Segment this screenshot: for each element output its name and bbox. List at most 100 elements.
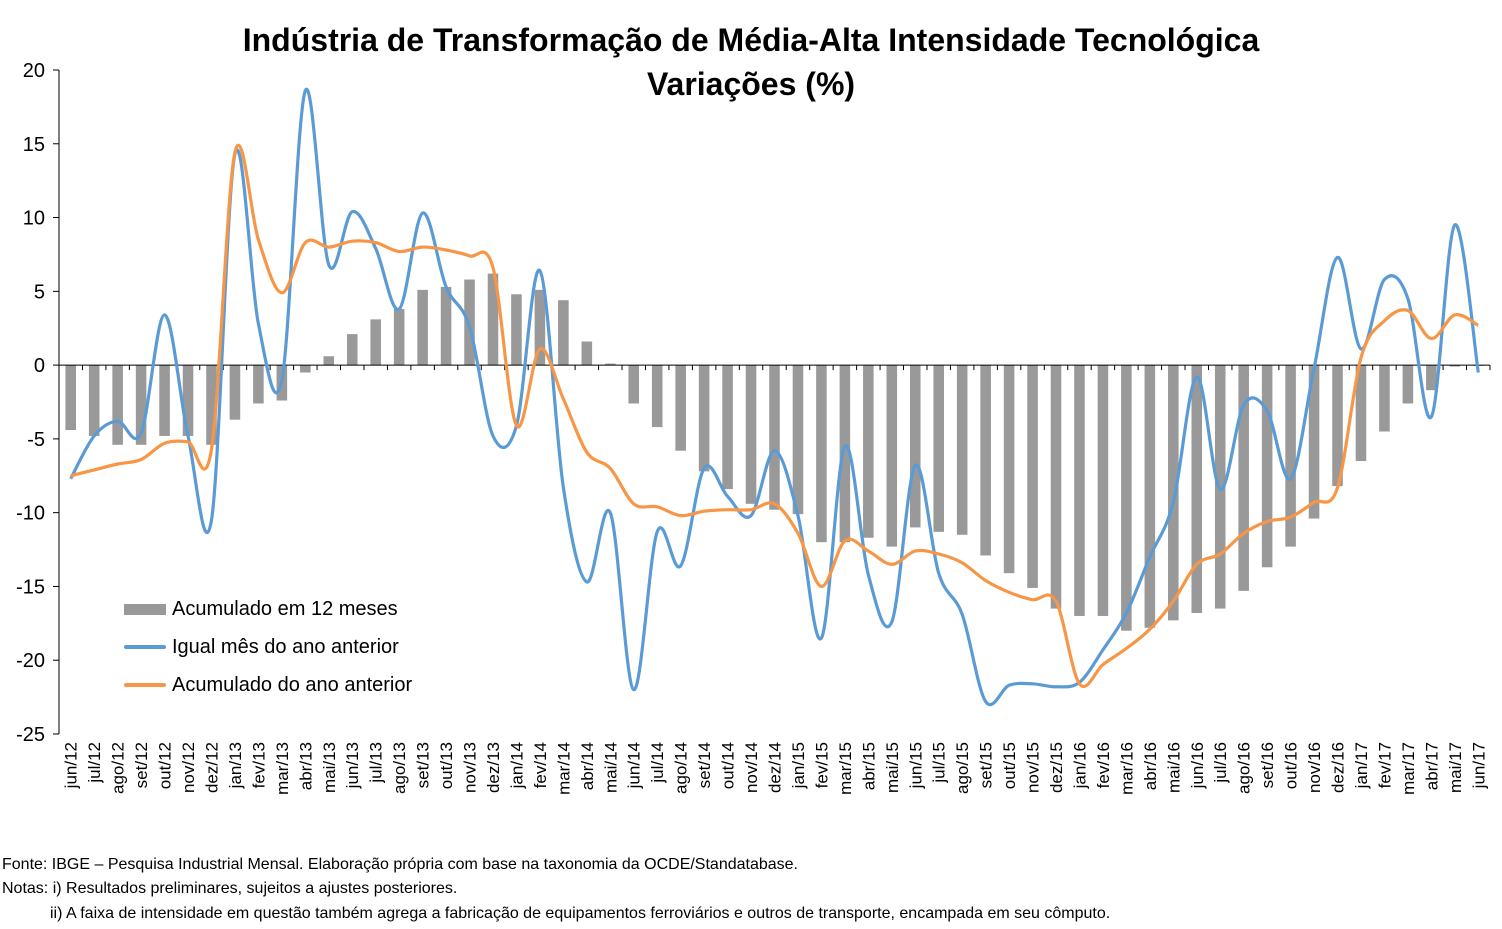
x-tick-label: jul/12 <box>85 742 104 784</box>
bar <box>346 334 358 366</box>
x-tick-label: ago/16 <box>1235 742 1254 794</box>
x-tick-label: jun/17 <box>1469 742 1488 789</box>
bar <box>956 365 968 535</box>
note-2: ii) A faixa de intensidade em questão ta… <box>50 905 1111 922</box>
bar <box>534 289 546 366</box>
y-tick-label: 0 <box>34 355 45 377</box>
bar <box>698 365 710 472</box>
x-tick-label: out/15 <box>1000 742 1019 789</box>
bar <box>1050 365 1062 609</box>
legend-label-monthly: Igual mês do ano anterior <box>172 636 399 658</box>
legend-swatch-ytd <box>124 683 166 687</box>
x-tick-label: jun/12 <box>62 742 81 789</box>
y-tick-label: 5 <box>34 281 45 303</box>
legend-swatch-monthly <box>124 645 166 649</box>
line-acumulado-ano <box>70 143 1480 688</box>
bar <box>135 365 147 445</box>
bar <box>1355 365 1367 462</box>
x-tick-label: abr/14 <box>578 742 597 790</box>
bar <box>1168 365 1179 621</box>
x-tick-label: jun/13 <box>343 742 362 789</box>
x-tick-label: mai/17 <box>1446 742 1465 793</box>
x-tick-label: mai/13 <box>320 742 339 793</box>
bar <box>792 365 804 515</box>
bar <box>581 341 593 366</box>
bar <box>722 365 733 490</box>
bar <box>1238 365 1249 591</box>
bar <box>863 365 874 538</box>
legend-swatch-bars <box>124 604 166 615</box>
x-tick-label: out/16 <box>1282 742 1301 789</box>
x-tick-label: ago/14 <box>672 742 691 794</box>
x-tick-label: jun/14 <box>625 742 644 789</box>
x-tick-label: abr/16 <box>1141 742 1160 790</box>
x-tick-label: dez/15 <box>1047 742 1066 793</box>
bar <box>558 300 569 366</box>
bar <box>1285 365 1296 547</box>
x-tick-label: set/16 <box>1258 742 1277 788</box>
x-tick-label: jan/15 <box>789 742 808 789</box>
bar <box>1191 365 1203 614</box>
y-tick-label: -10 <box>16 503 45 525</box>
bar <box>980 365 991 556</box>
bar <box>886 365 898 547</box>
bar <box>675 365 686 451</box>
bar <box>1426 365 1437 391</box>
bar <box>1027 365 1038 588</box>
bar <box>1003 365 1015 574</box>
bar <box>159 365 170 436</box>
bar <box>229 365 241 420</box>
x-tick-label: fev/15 <box>812 742 831 788</box>
x-tick-label: dez/13 <box>484 742 503 793</box>
x-tick-label: out/12 <box>156 742 175 789</box>
bar <box>651 365 663 428</box>
x-tick-label: set/15 <box>977 742 996 788</box>
bar <box>1379 365 1390 432</box>
bar <box>88 365 100 436</box>
bar <box>417 289 428 366</box>
x-tick-label: mai/16 <box>1164 742 1183 793</box>
x-tick-label: dez/12 <box>202 742 221 793</box>
x-tick-label: dez/14 <box>766 742 785 793</box>
bar <box>112 365 123 445</box>
bar <box>769 365 780 510</box>
bar <box>1144 365 1156 628</box>
bar <box>909 365 921 528</box>
bar <box>487 273 499 366</box>
y-tick-label: 10 <box>23 208 45 230</box>
x-tick-label: fev/14 <box>531 742 550 788</box>
y-tick-label: -20 <box>16 650 45 672</box>
bar <box>816 365 827 543</box>
x-tick-label: jan/17 <box>1352 742 1371 789</box>
bar <box>1121 365 1132 631</box>
x-tick-label: mai/14 <box>601 742 620 793</box>
x-tick-label: set/13 <box>414 742 433 788</box>
y-tick-label: 20 <box>23 60 45 82</box>
x-tick-label: mar/15 <box>836 742 855 795</box>
x-tick-label: nov/13 <box>461 742 480 793</box>
x-tick-label: nov/15 <box>1024 742 1043 793</box>
x-tick-label: jul/15 <box>930 742 949 784</box>
x-tick-label: abr/17 <box>1422 742 1441 790</box>
x-tick-label: out/13 <box>437 742 456 789</box>
x-tick-label: set/12 <box>132 742 151 788</box>
x-tick-label: fev/17 <box>1375 742 1394 788</box>
bar <box>1074 365 1085 616</box>
x-tick-label: nov/12 <box>179 742 198 793</box>
x-tick-label: jul/16 <box>1211 742 1230 784</box>
legend-label-bars: Acumulado em 12 meses <box>172 598 398 620</box>
bar <box>1332 365 1343 487</box>
bar <box>1402 365 1414 404</box>
y-tick-label: -25 <box>16 724 45 746</box>
x-tick-label: ago/12 <box>109 742 128 794</box>
x-tick-label: out/14 <box>719 742 738 789</box>
x-tick-label: jan/14 <box>507 742 526 789</box>
bar <box>370 319 381 366</box>
legend-label-ytd: Acumulado do ano anterior <box>172 674 413 696</box>
bar <box>511 294 522 366</box>
bar <box>1097 365 1109 616</box>
bar <box>839 365 851 543</box>
y-tick-label: -15 <box>16 576 45 598</box>
bar <box>1308 365 1320 519</box>
